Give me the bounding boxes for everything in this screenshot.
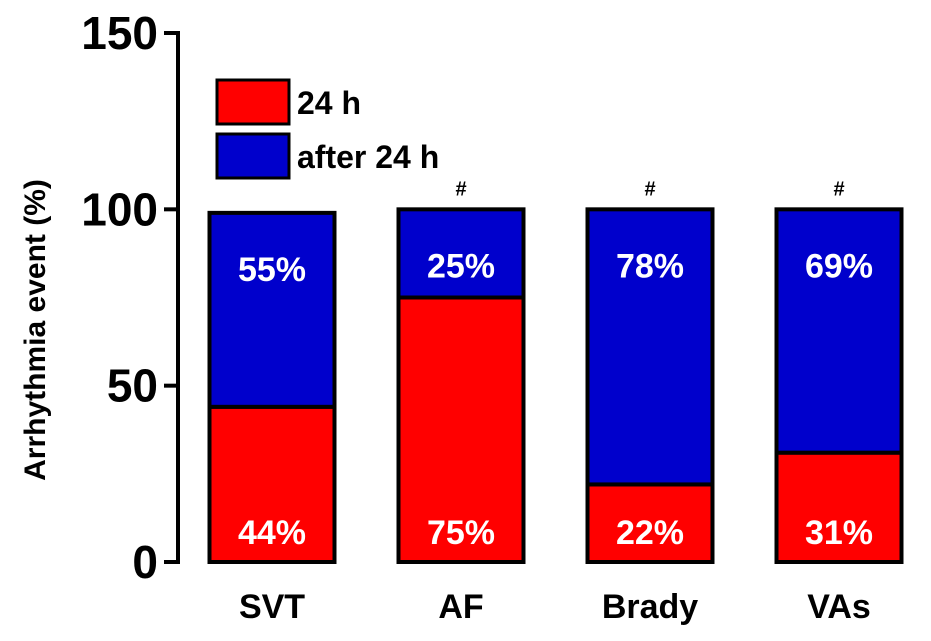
bar-af-after-24h (396, 207, 526, 300)
y-tick-label-100: 100 (81, 183, 158, 235)
bar-brady-24h (585, 482, 715, 564)
x-tick-label-vas: VAs (807, 588, 871, 626)
legend-label-24h: 24 h (297, 85, 361, 121)
data-label-svt-after-24h: 55% (238, 251, 306, 289)
data-label-af-24h: 75% (427, 514, 495, 552)
annotation-af: # (455, 178, 466, 200)
x-tick-label-af: AF (438, 588, 483, 626)
legend-swatch-24h (215, 78, 291, 126)
data-label-vas-after-24h: 69% (805, 247, 873, 285)
bar-vas-after-24h (774, 207, 904, 455)
y-tick-label-0: 0 (132, 536, 158, 588)
data-label-brady-24h: 22% (616, 514, 684, 552)
data-label-svt-24h: 44% (238, 514, 306, 552)
bar-svt-24h (207, 404, 337, 564)
y-axis: 0 50 100 150 (81, 7, 180, 588)
legend-swatch-after-24h (215, 132, 291, 180)
bar-vas-24h (774, 450, 904, 565)
bar-brady-after-24h (585, 207, 715, 487)
bar-af-24h (396, 295, 526, 564)
bars-layer: 44% 55% SVT 75% 25% AF #22% 78% Brady #31% 69% VAs # (207, 178, 904, 626)
legend: 24 h after 24 h (215, 78, 439, 180)
data-label-brady-after-24h: 78% (616, 247, 684, 285)
data-label-af-after-24h: 25% (427, 247, 495, 285)
x-tick-label-svt: SVT (239, 588, 305, 626)
y-tick-label-150: 150 (81, 7, 158, 59)
annotation-brady: # (644, 178, 655, 200)
x-tick-label-brady: Brady (602, 588, 698, 626)
y-axis-label: Arrhythmia event (%) (19, 179, 52, 481)
data-label-vas-24h: 31% (805, 514, 873, 552)
annotation-vas: # (833, 178, 844, 200)
legend-label-after-24h: after 24 h (297, 139, 439, 175)
y-tick-label-50: 50 (107, 360, 158, 412)
bar-svt-after-24h (207, 210, 337, 409)
